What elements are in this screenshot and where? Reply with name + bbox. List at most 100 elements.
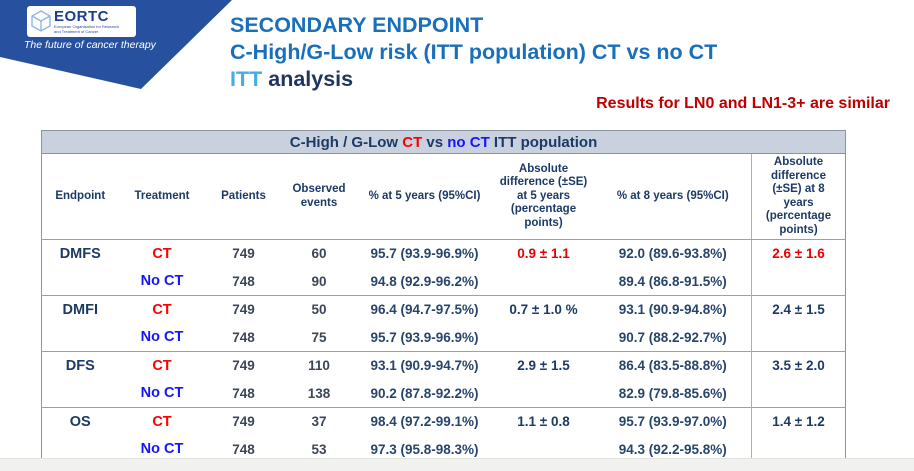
observed-events-cell: 50 [281,295,357,324]
endpoint-cell: DMFS [59,245,101,262]
endpoint-cell [42,268,119,296]
treatment-cell: CT [152,245,172,262]
treatment-cell: No CT [140,329,184,346]
abs-diff-8y-cell: 2.4 ± 1.5 [751,295,846,324]
pct-5y-cell: 98.4 (97.2-99.1%) [356,407,493,436]
eortc-logo: EORTC European Organisation for Research… [27,6,136,37]
treatment-cell: CT [118,295,206,324]
table-row: DMFI CT 749 50 96.4 (94.7-97.5%) 0.7 ± 1.0 % 9… [41,295,846,324]
abs-diff-8y-cell [751,267,846,296]
table-title: C-High / G-Low CT vs no CT ITT populatio… [41,130,846,154]
observed-events-cell: 90 [311,273,327,289]
patients-cell: 749 [232,246,255,262]
table-title-prefix: C-High / G-Low [289,133,403,151]
title-analysis: analysis [268,67,354,91]
endpoint-cell: DMFI [41,295,119,324]
column-header-pct-8y: % at 8 years (95%CI) [594,153,752,240]
column-header-abs-diff-5y: Absolute difference (±SE) at 5 years (pe… [492,153,595,240]
abs-diff-5y-cell: 1.1 ± 0.8 [492,407,595,436]
abs-diff-5y-cell [493,324,595,352]
pct-5y-cell: 93.1 (90.9-94.7%) [356,351,493,380]
patients-cell: 748 [232,385,255,401]
table-row: No CT 748 138 90.2 (87.8-92.2%) 82.9 (79.8-8… [42,379,846,408]
endpoint-cell: DFS [41,351,119,380]
endpoint-cell [42,380,119,408]
title-line-1: SECONDARY ENDPOINT [230,13,484,37]
pct-5y-cell: 90.2 (87.8-92.2%) [370,385,479,401]
abs-diff-5y-cell [493,268,595,296]
abs-diff-8y-cell: 3.5 ± 2.0 [751,351,846,380]
slide-title-block: SECONDARY ENDPOINT C-High/G-Low risk (IT… [230,12,900,93]
column-header-pct-5y: % at 5 years (95%CI) [356,153,493,240]
title-itt-highlight: ITT [230,67,263,91]
pct-8y-cell: 94.3 (92.2-95.8%) [618,441,727,457]
column-header-row: Endpoint Treatment Patients Observed events… [41,153,846,240]
abs-diff-5y-cell [493,380,595,408]
observed-events-cell: 138 [307,385,331,401]
logo-org-line1: European Organisation for Research [54,24,120,29]
table-title-ct: CT [402,133,423,151]
logo-org-line2: and Treatment of Cancer [54,29,99,34]
patients-cell: 749 [205,351,282,380]
pct-8y-cell: 92.0 (89.6-93.8%) [618,246,727,262]
table-row: OS CT 749 37 98.4 (97.2-99.1%) 1.1 ± 0.8 95.7 … [41,407,846,436]
title-line-2: C-High/G-Low risk (ITT population) CT vs… [230,40,718,64]
eortc-cube-icon [31,10,51,32]
pct-8y-cell: 93.1 (90.9-94.8%) [594,295,752,324]
observed-events-cell: 60 [311,246,327,262]
pct-5y-cell: 95.7 (93.9-96.9%) [370,329,479,345]
treatment-cell: CT [118,407,206,436]
patients-cell: 749 [205,407,282,436]
pct-5y-cell: 94.8 (92.9-96.2%) [370,273,479,289]
logo-tagline: The future of cancer therapy [24,39,156,51]
endpoint-cell: OS [41,407,119,436]
abs-diff-8y-cell: 2.6 ± 1.6 [751,239,846,268]
table-body: DMFS CT 749 60 95.7 (93.9-96.9%) 0.9 ± 1.1 92.… [41,239,846,464]
pct-8y-cell: 90.7 (88.2-92.7%) [618,329,727,345]
column-header-abs-diff-8y: Absolute difference (±SE) at 8 years (pe… [751,153,846,240]
table-row: DFS CT 749 110 93.1 (90.9-94.7%) 2.9 ± 1.5 86.… [41,351,846,380]
table-row: No CT 748 90 94.8 (92.9-96.2%) 89.4 (86.8-91… [42,267,846,296]
abs-diff-8y-cell [751,323,846,352]
table-row: No CT 748 75 95.7 (93.9-96.9%) 90.7 (88.2-92… [42,323,846,352]
pct-5y-cell: 97.3 (95.8-98.3%) [370,441,479,457]
patients-cell: 749 [205,295,282,324]
patients-cell: 748 [232,273,255,289]
results-table: C-High / G-Low CT vs no CT ITT populatio… [41,130,846,464]
slide-footer-strip [0,458,914,471]
logo-acronym: EORTC [54,8,109,25]
table-title-suffix: ITT population [489,133,598,151]
abs-diff-8y-cell [751,379,846,408]
pct-8y-cell: 95.7 (93.9-97.0%) [594,407,752,436]
pct-8y-cell: 82.9 (79.8-85.6%) [618,385,727,401]
observed-events-cell: 53 [311,441,327,457]
abs-diff-8y-cell: 1.4 ± 1.2 [751,407,846,436]
treatment-cell: No CT [140,273,184,290]
pct-8y-cell: 86.4 (83.5-88.8%) [594,351,752,380]
abs-diff-5y-cell: 0.9 ± 1.1 [517,246,570,262]
observed-events-cell: 110 [281,351,357,380]
pct-8y-cell: 89.4 (86.8-91.5%) [618,273,727,289]
title-line-3: ITT analysis [230,66,900,93]
eortc-banner: EORTC European Organisation for Research… [0,0,240,95]
similar-results-note: Results for LN0 and LN1-3+ are similar [596,95,890,112]
table-row: DMFS CT 749 60 95.7 (93.9-96.9%) 0.9 ± 1.1 92.… [42,239,846,268]
observed-events-cell: 37 [281,407,357,436]
column-header-treatment: Treatment [118,153,206,240]
patients-cell: 748 [232,329,255,345]
column-header-observed-events: Observed events [281,153,357,240]
pct-5y-cell: 95.7 (93.9-96.9%) [370,246,479,262]
patients-cell: 748 [232,441,255,457]
table-title-vs: vs [422,133,448,151]
endpoint-cell [42,324,119,352]
pct-5y-cell: 96.4 (94.7-97.5%) [356,295,493,324]
treatment-cell: CT [118,351,206,380]
observed-events-cell: 75 [311,329,327,345]
treatment-cell: No CT [140,441,184,458]
logo-text: EORTC European Organisation for Research… [54,9,119,34]
column-header-endpoint: Endpoint [41,153,119,240]
table-title-noct: no CT [447,133,490,151]
column-header-patients: Patients [205,153,282,240]
table-title-row: C-High / G-Low CT vs no CT ITT populatio… [41,130,846,154]
